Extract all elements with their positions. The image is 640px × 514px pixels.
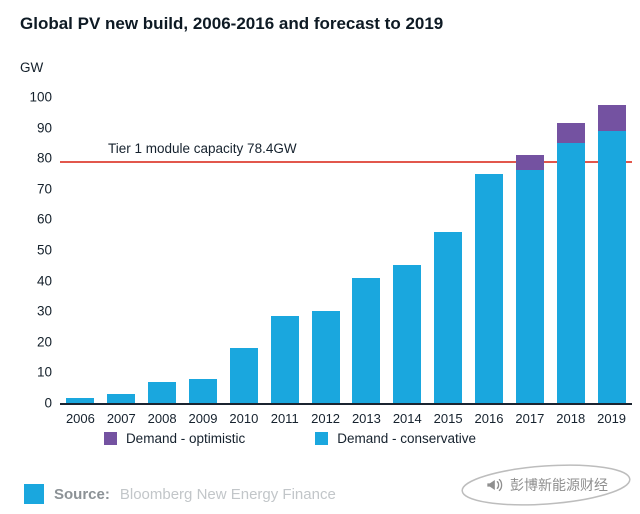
source-logo-square <box>24 484 44 504</box>
bar-slot <box>469 97 510 403</box>
bar-slot <box>60 97 101 403</box>
bar-slot <box>591 97 632 403</box>
y-tick: 20 <box>36 334 52 350</box>
source-label: Source: <box>54 485 110 503</box>
bar-optimistic <box>597 104 626 131</box>
bar-optimistic <box>556 123 585 143</box>
bar-slot <box>223 97 264 403</box>
bar-slot <box>305 97 346 403</box>
y-axis-unit: GW <box>20 60 44 75</box>
chart: 0 10 20 30 40 50 60 70 80 90 100 Tier 1 module cap… <box>20 90 632 426</box>
bar-slot <box>183 97 224 403</box>
x-tick: 2009 <box>188 411 218 426</box>
legend-swatch <box>103 432 117 445</box>
x-tick: 2006 <box>65 411 95 426</box>
bar-slot <box>142 97 183 403</box>
x-tick: 2019 <box>597 411 627 426</box>
y-tick: 80 <box>36 150 52 166</box>
chart-title: Global PV new build, 2006-2016 and forec… <box>20 14 444 33</box>
capacity-line-label: Tier 1 module capacity 78.4GW <box>108 141 297 157</box>
bar-conservative <box>229 347 258 403</box>
y-tick: 0 <box>44 395 52 411</box>
bar-conservative <box>597 130 626 403</box>
bar-conservative <box>474 173 503 403</box>
bar-conservative <box>515 170 544 403</box>
megaphone-icon <box>487 478 503 492</box>
bar-slot <box>264 97 305 403</box>
bar-slot <box>550 97 591 403</box>
bar-conservative <box>66 398 95 403</box>
plot-wrap: Tier 1 module capacity 78.4GW 2006 2007 20… <box>60 97 632 426</box>
y-tick: 10 <box>36 364 52 380</box>
x-axis-labels: 2006 2007 2008 2009 2010 2011 2012 2013 2014 2015… <box>60 411 632 426</box>
legend-item: Demand - conservative <box>315 431 476 446</box>
bar-conservative <box>393 265 422 403</box>
y-tick: 90 <box>36 120 52 136</box>
watermark-ellipse <box>461 464 631 506</box>
x-tick: 2013 <box>351 411 381 426</box>
y-tick: 50 <box>36 242 52 258</box>
bars <box>60 97 632 403</box>
watermark-inner: 彭博新能源财经 <box>460 464 632 506</box>
x-tick: 2010 <box>229 411 259 426</box>
x-tick: 2008 <box>147 411 177 426</box>
legend-label: Demand - optimistic <box>125 431 246 446</box>
legend-swatch <box>315 432 329 445</box>
bar-conservative <box>352 277 381 403</box>
x-tick: 2011 <box>270 411 299 426</box>
x-tick: 2018 <box>556 411 586 426</box>
y-tick: 70 <box>36 181 52 197</box>
bar-slot <box>101 97 142 403</box>
legend-label: Demand - conservative <box>337 431 477 446</box>
y-axis-ticks: 0 10 20 30 40 50 60 70 80 90 100 <box>20 90 60 411</box>
x-tick: 2012 <box>311 411 341 426</box>
bar-slot <box>346 97 387 403</box>
y-tick: 100 <box>29 89 52 105</box>
watermark: 彭博新能源财经 <box>460 464 632 506</box>
y-tick: 30 <box>36 303 52 319</box>
bar-conservative <box>188 378 217 403</box>
y-tick: 60 <box>36 211 52 227</box>
watermark-text: 彭博新能源财经 <box>510 477 608 493</box>
x-tick: 2015 <box>433 411 463 426</box>
bar-conservative <box>434 231 463 403</box>
bar-conservative <box>556 142 585 403</box>
plot-area: Tier 1 module capacity 78.4GW <box>60 97 632 405</box>
x-tick: 2016 <box>474 411 504 426</box>
bar-slot <box>428 97 469 403</box>
legend: Demand - optimistic Demand - conservative <box>20 431 560 446</box>
source-text: Bloomberg New Energy Finance <box>119 485 336 503</box>
bar-conservative <box>311 311 340 403</box>
x-tick: 2017 <box>515 411 545 426</box>
y-tick: 40 <box>36 273 52 289</box>
bar-conservative <box>148 381 177 403</box>
bar-conservative <box>270 315 299 403</box>
bar-optimistic <box>515 155 544 171</box>
bar-slot <box>387 97 428 403</box>
bar-slot <box>509 97 550 403</box>
bar-conservative <box>107 393 136 403</box>
capacity-line <box>60 161 632 164</box>
x-tick: 2014 <box>392 411 422 426</box>
legend-item: Demand - optimistic <box>103 431 246 446</box>
source-row: Source: Bloomberg New Energy Finance <box>24 484 336 504</box>
x-tick: 2007 <box>106 411 136 426</box>
